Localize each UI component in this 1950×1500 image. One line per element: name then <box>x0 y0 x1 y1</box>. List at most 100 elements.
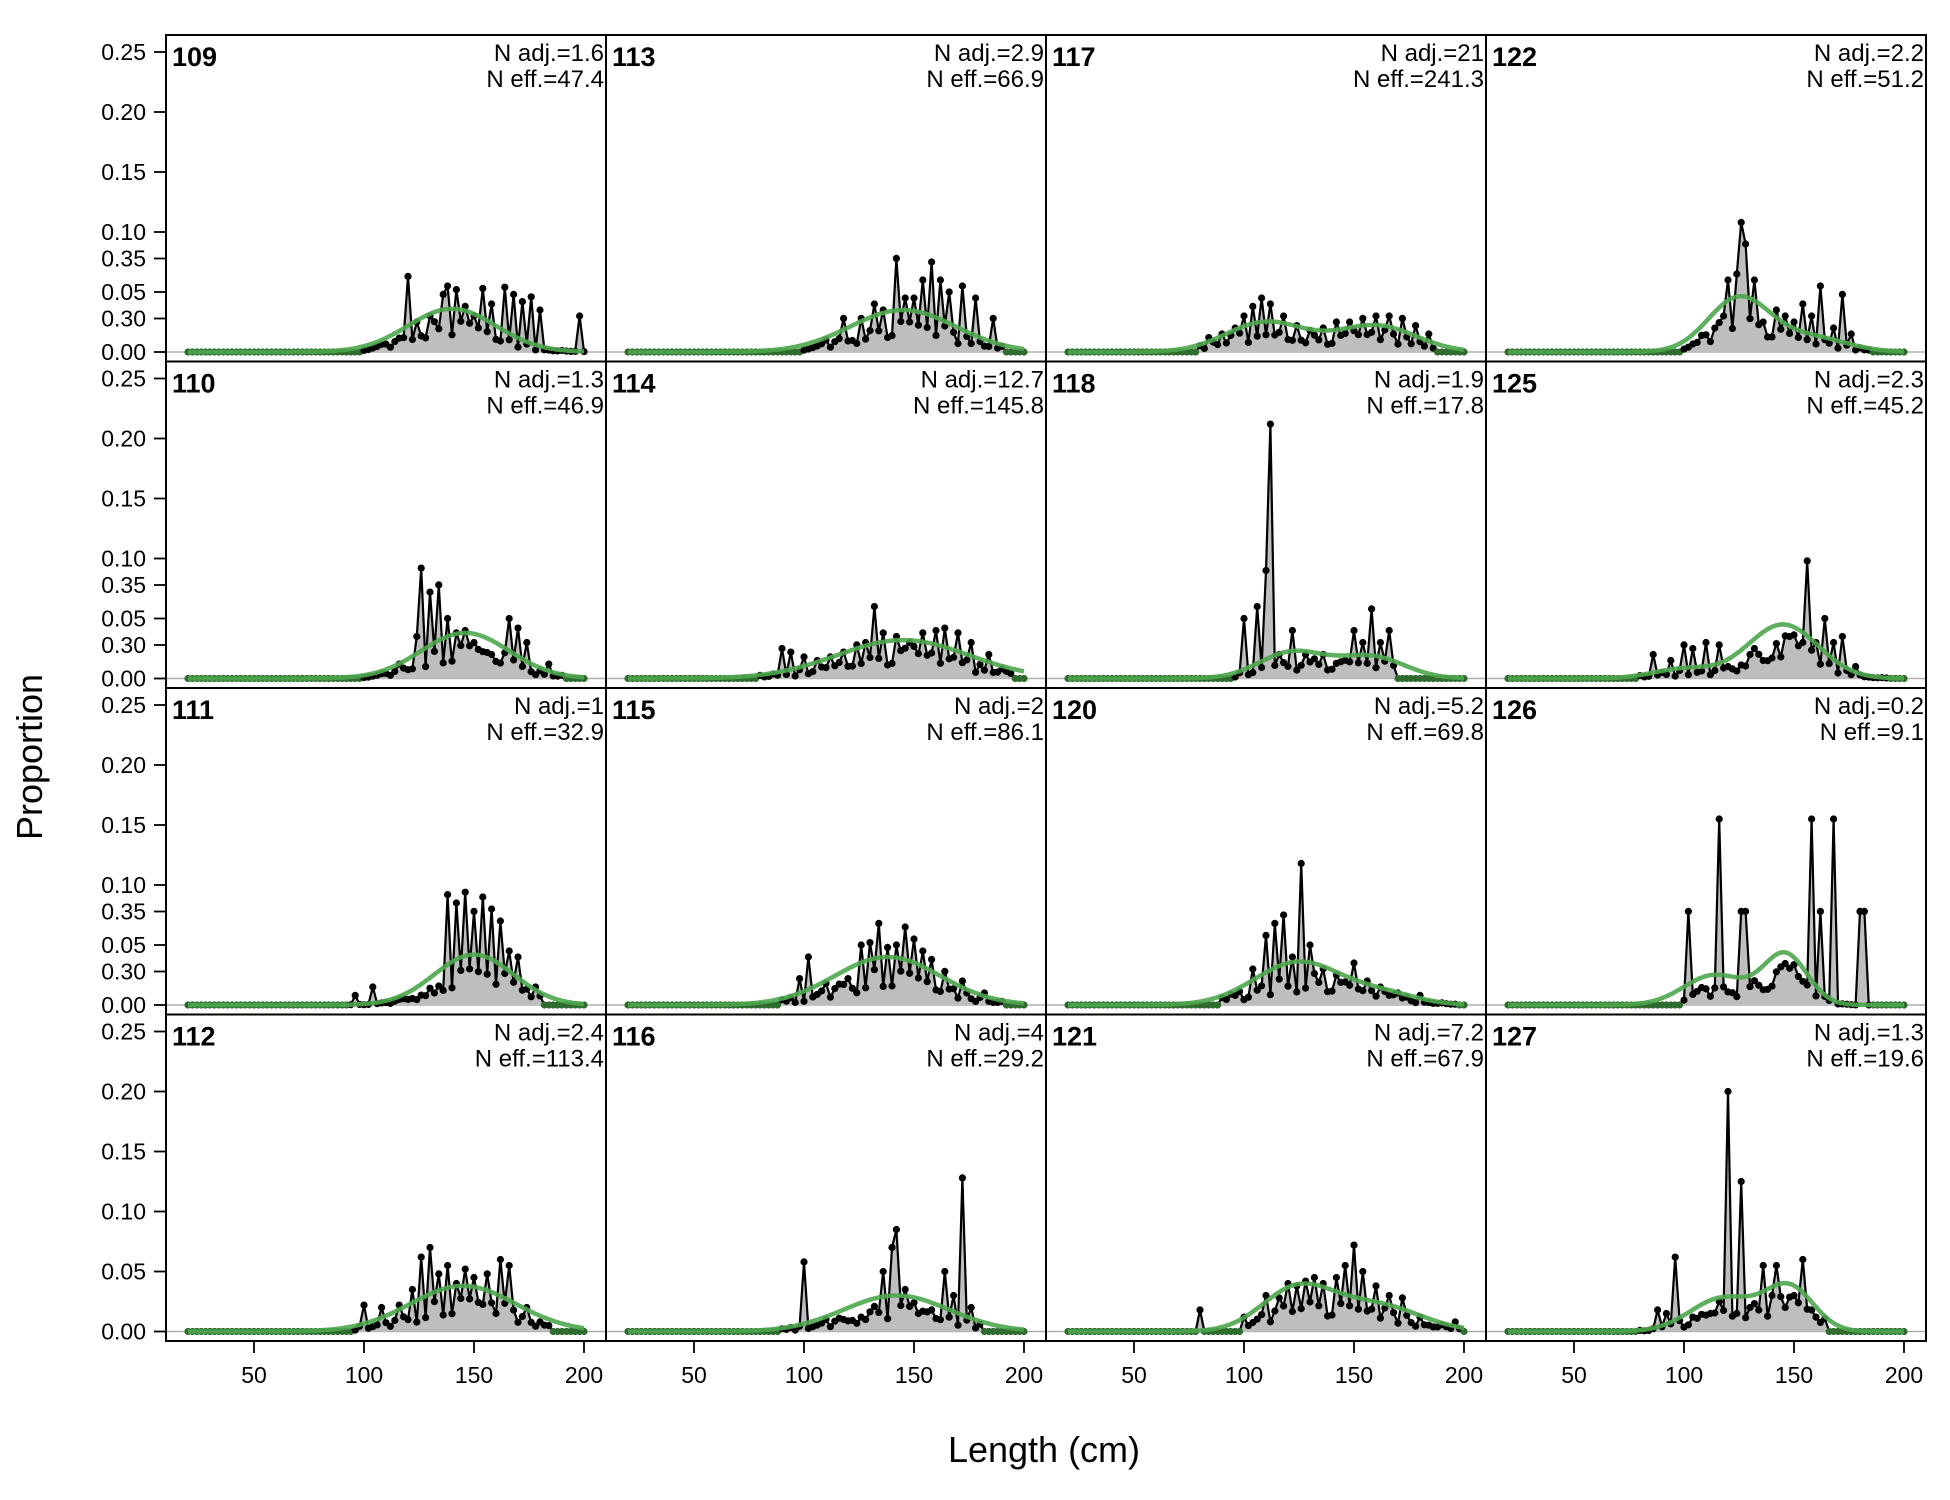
observed-point <box>1742 240 1750 248</box>
x-tick-label: 50 <box>1561 1362 1587 1388</box>
observed-point <box>479 893 487 901</box>
observed-point <box>509 656 518 664</box>
observed-point <box>879 629 887 637</box>
observed-point <box>422 334 430 342</box>
observed-point <box>941 967 949 976</box>
observed-point <box>444 614 452 623</box>
observed-point <box>928 1306 936 1314</box>
observed-point <box>505 614 513 623</box>
observed-point <box>1266 1318 1274 1326</box>
observed-point <box>1825 660 1833 668</box>
observed-point <box>1341 1261 1349 1270</box>
panel-id: 127 <box>1492 1022 1537 1052</box>
observed-point <box>1385 1291 1393 1300</box>
observed-point <box>1733 270 1741 278</box>
expected-line <box>1508 622 1905 681</box>
observed-point <box>945 288 953 296</box>
observed-point <box>1755 650 1763 658</box>
observed-point <box>1315 660 1323 669</box>
observed-point <box>1746 983 1754 991</box>
observed-point <box>1258 1311 1266 1319</box>
observed-point <box>840 314 848 322</box>
observed-point <box>1777 653 1785 661</box>
observed-point <box>474 968 482 976</box>
observed-point <box>1830 324 1838 332</box>
observed-point <box>457 317 465 325</box>
observed-point <box>1772 1261 1780 1270</box>
observed-point <box>1398 1294 1406 1302</box>
observed-point <box>928 258 936 266</box>
observed-point <box>1271 919 1279 928</box>
observed-point <box>1808 1306 1816 1314</box>
observed-point <box>483 1270 491 1278</box>
observed-point <box>840 980 848 989</box>
observed-point <box>1359 1267 1367 1276</box>
observed-point <box>1684 907 1692 916</box>
observed-point <box>430 318 438 326</box>
observed-point <box>1359 314 1367 322</box>
observed-point <box>1420 342 1428 350</box>
observed-point <box>791 672 799 680</box>
n-eff-label: N eff.=45.2 <box>1806 393 1924 420</box>
observed-point <box>1196 1306 1204 1314</box>
observed-point <box>1363 659 1371 667</box>
observed-point <box>778 644 786 653</box>
observed-point <box>862 335 870 343</box>
observed-point <box>545 1322 553 1330</box>
panel-115: 115 N adj.=2N eff.=86.1 <box>605 687 1047 1016</box>
y-tick-label: 0.25 <box>101 1019 146 1045</box>
observed-point <box>1816 282 1824 290</box>
observed-point <box>1662 1309 1670 1318</box>
panel-id: 125 <box>1492 369 1537 399</box>
observed-point <box>1244 993 1252 1001</box>
observed-point <box>1266 420 1274 428</box>
n-adj-label: N adj.=1.9 <box>1374 367 1484 394</box>
observed-point <box>967 340 975 348</box>
observed-point <box>430 647 438 656</box>
observed-point <box>862 1316 870 1324</box>
n-eff-label: N eff.=9.1 <box>1820 719 1924 746</box>
observed-point <box>470 1273 478 1282</box>
observed-point <box>1698 667 1706 675</box>
panel-127: 127 N adj.=1.3N eff.=19.6 <box>1485 1013 1927 1342</box>
y-tick-label: 0.15 <box>101 1139 146 1165</box>
panel-id: 118 <box>1052 369 1096 399</box>
panel-118: 118 N adj.=1.9N eff.=17.8 <box>1045 360 1487 689</box>
observed-point <box>1768 654 1776 662</box>
n-eff-label: N eff.=29.2 <box>926 1046 1044 1073</box>
observed-point <box>892 1225 901 1234</box>
observed-point <box>1649 650 1657 659</box>
panel-id: 115 <box>612 695 656 725</box>
observed-point <box>413 1318 421 1326</box>
observed-point <box>1720 983 1728 991</box>
y-tick-label: 0.10 <box>101 1199 146 1225</box>
y-axis-title: Proportion <box>9 674 50 840</box>
x-tick-label: 150 <box>895 1362 933 1388</box>
observed-point <box>439 659 447 667</box>
observed-point <box>901 644 909 652</box>
panel-id: 120 <box>1052 695 1097 725</box>
observed-point <box>1350 1241 1358 1249</box>
observed-point <box>444 282 452 290</box>
observed-point <box>1711 1309 1719 1317</box>
observed-point <box>1293 666 1301 674</box>
n-eff-label: N eff.=66.9 <box>926 66 1044 93</box>
observed-point <box>826 343 835 351</box>
observed-point <box>848 984 857 992</box>
n-eff-label: N eff.=113.4 <box>475 1046 604 1073</box>
observed-point <box>435 982 443 990</box>
observed-point <box>1777 325 1785 333</box>
observed-point <box>1412 999 1420 1007</box>
observed-point <box>1737 218 1745 226</box>
observed-point <box>360 1301 368 1309</box>
x-tick-label: 100 <box>1665 1362 1703 1388</box>
observed-point <box>1733 667 1741 675</box>
observed-point <box>452 899 460 907</box>
observed-point <box>1834 344 1842 352</box>
y-tick-label: 0.20 <box>101 99 146 125</box>
observed-point <box>1728 324 1736 333</box>
observed-point <box>527 993 535 1001</box>
n-adj-label: N adj.=4 <box>954 1020 1044 1047</box>
n-eff-label: N eff.=17.8 <box>1366 393 1484 420</box>
observed-point <box>1860 907 1868 916</box>
